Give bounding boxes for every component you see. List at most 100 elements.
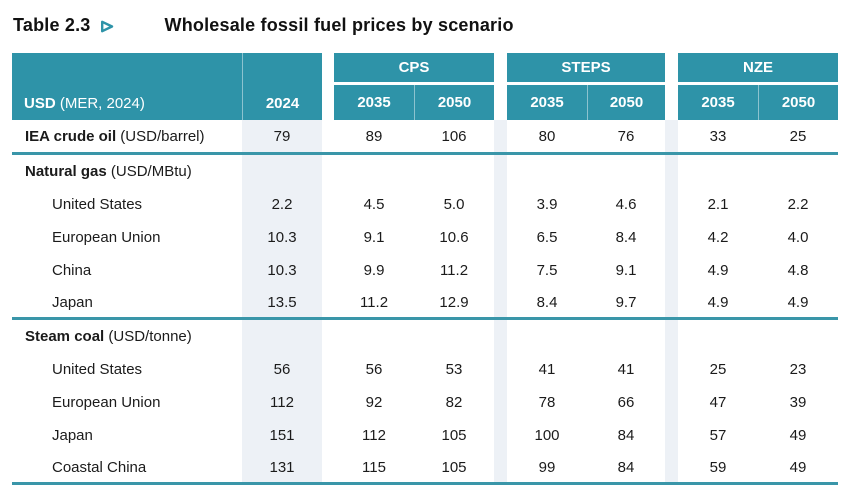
cell-value: 4.9 [678,287,758,320]
cell-value: 151 [242,419,322,452]
column-gap [665,353,678,386]
scenario-header-steps: STEPS [507,53,665,85]
row-label: Japan [12,287,242,320]
cell-value: 59 [678,452,758,485]
column-gap [665,419,678,452]
column-gap [494,254,507,287]
table-row: United States 56 56 53 41 41 25 23 [12,353,838,386]
column-gap [494,287,507,320]
column-gap [494,419,507,452]
section-row: Natural gas (USD/MBtu) [12,155,838,188]
row-label: Steam coal (USD/tonne) [25,328,192,345]
table-row: Coastal China 131 115 105 99 84 59 49 [12,452,838,485]
cell-value: 4.9 [758,287,838,320]
column-gap [665,386,678,419]
cell-value [334,155,414,188]
cell-value: 9.1 [363,229,385,246]
cell-value: 47 [709,394,727,411]
cell-value: 41 [617,361,635,378]
cell-value: 4.2 [707,229,729,246]
cell-value: 56 [242,353,322,386]
cell-value: 76 [587,120,665,155]
cell-value [414,320,494,353]
column-gap [665,287,678,320]
column-gap [494,188,507,221]
row-label: IEA crude oil (USD/barrel) [12,120,242,155]
cell-value: 4.5 [363,196,385,213]
row-label: United States [52,196,143,213]
cell-value: 9.1 [615,262,637,279]
table-row: United States 2.2 4.5 5.0 3.9 4.6 2.1 2.2 [12,188,838,221]
row-label: European Union [52,229,161,246]
column-gap [665,155,678,188]
column-gap [665,188,678,221]
cell-value: 4.6 [615,196,637,213]
cell-value: 10.3 [242,254,322,287]
year-header-steps-2050: 2050 [587,85,665,120]
unit-header: USD (MER, 2024) [12,53,242,120]
cell-value: 7.5 [536,262,558,279]
cell-value: 79 [242,120,322,155]
cell-value: 9.7 [587,287,665,320]
cell-value: 4.0 [787,229,809,246]
cell-value: 131 [242,452,322,485]
cell-value: 13.5 [242,287,322,320]
cell-value: 49 [789,427,807,444]
table-title-row: Table 2.3 Wholesale fossil fuel prices b… [0,0,866,37]
table-row: Japan 13.5 11.2 12.9 8.4 9.7 4.9 4.9 [12,287,838,320]
cell-value: 3.9 [536,196,558,213]
cell-value: 25 [758,120,838,155]
cell-value [678,155,758,188]
column-gap [665,221,678,254]
cell-value: 78 [538,394,556,411]
cell-value: 25 [709,361,727,378]
base-year-header: 2024 [242,53,322,120]
table-row: IEA crude oil (USD/barrel) 79 89 106 80 76 33 2… [12,120,838,155]
cell-value: 112 [362,427,386,444]
year-header-cps-2035: 2035 [334,85,414,120]
cell-value: 2.1 [707,196,729,213]
year-header-nze-2050: 2050 [758,85,838,120]
column-gap [322,386,334,419]
row-label: Coastal China [12,452,242,485]
cell-value [242,320,322,353]
row-label: Natural gas (USD/MBtu) [25,163,192,180]
column-gap [494,155,507,188]
cell-value [507,320,587,353]
cell-value: 11.2 [334,287,414,320]
year-header-cps-2050: 2050 [414,85,494,120]
column-gap [322,452,334,485]
cell-value: 12.9 [414,287,494,320]
cell-value: 92 [365,394,383,411]
cell-value: 57 [709,427,727,444]
cell-value [414,155,494,188]
cell-value: 84 [587,452,665,485]
cell-value: 2.2 [787,196,809,213]
column-gap [494,53,507,120]
cell-value: 39 [789,394,807,411]
cell-value: 100 [534,427,560,444]
cell-value: 8.4 [507,287,587,320]
table-row: China 10.3 9.9 11.2 7.5 9.1 4.9 4.8 [12,254,838,287]
column-gap [665,320,678,353]
page-title: Wholesale fossil fuel prices by scenario [164,14,514,35]
column-gap [494,452,507,485]
column-gap [322,353,334,386]
column-gap [322,320,334,353]
cell-value: 53 [445,361,463,378]
cell-value [758,320,838,353]
cell-value: 99 [507,452,587,485]
cell-value: 5.0 [443,196,465,213]
cell-value: 80 [507,120,587,155]
table-row: European Union 10.3 9.1 10.6 6.5 8.4 4.2 4.0 [12,221,838,254]
column-gap [322,188,334,221]
cell-value: 115 [334,452,414,485]
column-gap [322,53,334,120]
column-gap [322,419,334,452]
column-gap [322,120,334,155]
column-gap [665,120,678,155]
cell-value [758,155,838,188]
cell-value: 82 [445,394,463,411]
column-gap [322,155,334,188]
cell-value: 9.9 [363,262,385,279]
